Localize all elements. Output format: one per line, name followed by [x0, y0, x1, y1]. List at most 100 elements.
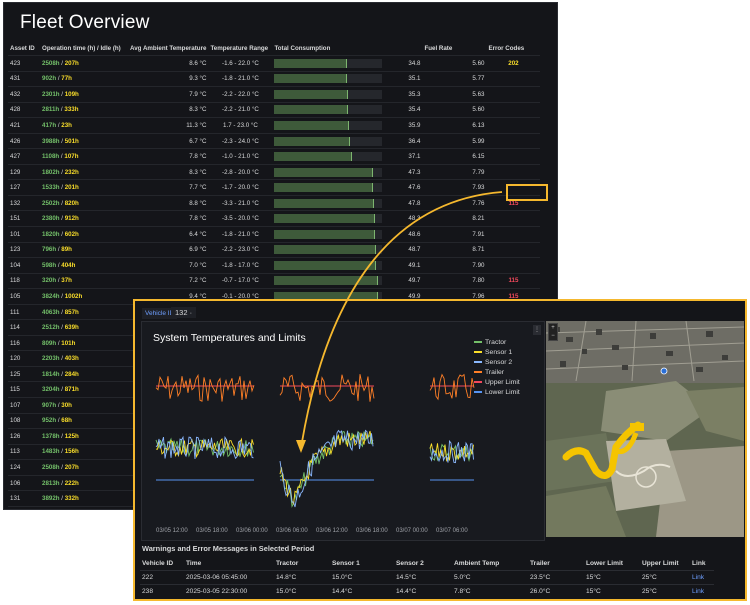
table-row[interactable]: 129 1802h / 232h 8.3 °C -2.8 - 20.0 °C 47.3 7… — [8, 163, 541, 180]
error-code-cell — [486, 257, 541, 274]
separator: / — [59, 355, 65, 363]
table-row[interactable]: 222 2025-03-06 05:45:00 14.8°C 15.0°C 14.5°C… — [140, 570, 714, 585]
ambient-temp-cell: 7.7 °C — [128, 179, 209, 196]
table-cell: 14.4°C — [394, 584, 452, 598]
separator: / — [59, 184, 65, 192]
operation-hours: 952h — [42, 417, 57, 425]
column-header[interactable]: Sensor 1 — [332, 559, 360, 567]
column-header[interactable]: Tractor — [276, 559, 299, 567]
consumption-value-cell: 35.4 — [396, 101, 423, 118]
column-header[interactable]: Asset ID — [10, 44, 35, 52]
detail-link[interactable]: Link — [690, 584, 714, 598]
consumption-bar-fill — [274, 260, 377, 270]
table-row[interactable]: 432 2301h / 109h 7.9 °C -2.2 - 22.0 °C 35.3 5… — [8, 86, 541, 103]
column-header[interactable]: Vehicle ID — [142, 559, 174, 567]
column-header[interactable]: Error Codes — [488, 44, 525, 52]
table-row[interactable]: 104 598h / 404h 7.0 °C -1.8 - 17.0 °C 49.1 7.… — [8, 257, 541, 274]
consumption-bar — [274, 167, 383, 177]
column-header[interactable]: Sensor 2 — [396, 559, 424, 567]
table-cell: 23.5°C — [528, 570, 584, 585]
column-header[interactable]: Lower Limit — [586, 559, 623, 567]
column-header[interactable]: Ambient Temp — [454, 559, 500, 567]
fuel-rate-cell: 5.63 — [422, 86, 487, 103]
operation-hours: 809h — [42, 339, 57, 347]
separator: / — [59, 137, 65, 145]
consumption-bar-cell — [272, 241, 397, 258]
column-header[interactable]: Time — [186, 559, 202, 567]
table-row[interactable]: 421 417h / 23h 11.3 °C 1.7 - 23.0 °C 35.9 6.1… — [8, 117, 541, 134]
asset-id-cell: 423 — [8, 55, 40, 72]
column-header[interactable]: Link — [692, 559, 706, 567]
consumption-value-cell: 35.9 — [396, 117, 423, 134]
consumption-bar-fill — [274, 198, 374, 208]
error-code-cell: 115 — [486, 272, 541, 289]
operation-hours: 2380h — [42, 215, 60, 223]
operation-time-cell: 809h / 101h — [40, 334, 128, 351]
column-header[interactable]: Fuel Rate — [424, 44, 453, 52]
table-row[interactable]: 118 320h / 37h 7.2 °C -0.7 - 17.0 °C 49.7 7.8… — [8, 272, 541, 289]
column-header[interactable]: Total Consumption — [274, 44, 331, 52]
consumption-bar-fill — [274, 229, 376, 239]
idle-hours: 404h — [61, 261, 76, 269]
separator: / — [59, 308, 65, 316]
consumption-bar — [274, 214, 383, 224]
table-row[interactable]: 151 2380h / 912h 7.8 °C -3.5 - 20.0 °C 48.3 8… — [8, 210, 541, 227]
consumption-bar-fill — [274, 276, 378, 286]
consumption-bar-cell — [272, 132, 397, 149]
x-tick-label: 03/06 00:00 — [236, 528, 268, 534]
legend-label: Lower Limit — [485, 389, 520, 396]
map-zoom-control[interactable]: + − — [548, 323, 558, 341]
idle-hours: 156h — [64, 448, 79, 456]
table-row[interactable]: 426 3988h / 501h 6.7 °C -2.3 - 24.0 °C 36.4 5… — [8, 132, 541, 149]
consumption-bar-fill — [274, 89, 348, 99]
operation-hours: 1108h — [42, 153, 60, 161]
temp-range-cell: 1.7 - 23.0 °C — [208, 117, 273, 134]
fuel-rate-cell: 7.76 — [422, 194, 487, 211]
detail-link[interactable]: Link — [690, 570, 714, 585]
separator: / — [59, 90, 65, 98]
operation-time-cell: 2203h / 403h — [40, 350, 128, 367]
ellipsis-icon[interactable]: ⋮ — [533, 325, 541, 335]
vehicle-map[interactable]: + − — [546, 321, 744, 537]
table-row[interactable]: 427 1108h / 107h 7.8 °C -1.0 - 21.0 °C 37.1 6… — [8, 148, 541, 165]
error-code-cell: 202 — [486, 55, 541, 72]
error-code-cell — [486, 210, 541, 227]
table-row[interactable]: 238 2025-03-05 22:30:00 15.0°C 14.4°C 14.4°C… — [140, 584, 714, 598]
table-row[interactable]: 123 796h / 89h 6.9 °C -2.2 - 23.0 °C 48.7 8.7… — [8, 241, 541, 258]
ambient-temp-cell: 9.3 °C — [128, 70, 209, 87]
asset-id-cell: 129 — [8, 163, 40, 180]
asset-id-cell: 101 — [8, 226, 40, 243]
column-header[interactable]: Temperature Range — [210, 44, 269, 52]
fuel-rate-cell: 7.80 — [422, 272, 487, 289]
vehicle-id-select[interactable]: 132 · — [171, 307, 197, 318]
asset-id-cell: 105 — [8, 288, 40, 305]
table-row[interactable]: 127 1533h / 201h 7.7 °C -1.7 - 20.0 °C 47.6 7… — [8, 179, 541, 196]
consumption-bar — [274, 58, 383, 68]
legend-item[interactable]: Upper Limit — [474, 378, 520, 388]
error-code-cell — [486, 163, 541, 180]
legend-item[interactable]: Trailer — [474, 368, 520, 378]
operation-time-cell: 1820h / 602h — [40, 226, 128, 243]
consumption-value-cell: 47.3 — [396, 163, 423, 180]
table-row[interactable]: 423 2508h / 207h 8.6 °C -1.6 - 22.0 °C 34.8 5… — [8, 55, 541, 72]
highlight-box — [506, 184, 548, 201]
operation-time-cell: 2508h / 207h — [40, 55, 128, 72]
table-row[interactable]: 428 2811h / 333h 8.3 °C -2.2 - 21.0 °C 35.4 5… — [8, 101, 541, 118]
column-header[interactable]: Trailer — [530, 559, 550, 567]
operation-hours: 902h — [42, 75, 57, 83]
table-row[interactable]: 431 902h / 77h 9.3 °C -1.8 - 21.0 °C 35.1 5.7… — [8, 70, 541, 87]
table-row[interactable]: 132 2502h / 820h 8.8 °C -3.3 - 21.0 °C 47.8 7… — [8, 194, 541, 211]
asset-id-cell: 120 — [8, 350, 40, 367]
operation-hours: 3988h — [42, 137, 60, 145]
column-header[interactable]: Upper Limit — [642, 559, 679, 567]
legend-item[interactable]: Sensor 1 — [474, 348, 520, 358]
legend-item[interactable]: Lower Limit — [474, 388, 520, 398]
column-header[interactable]: Operation time (h) / Idle (h) — [42, 44, 121, 52]
legend-item[interactable]: Sensor 2 — [474, 358, 520, 368]
column-header[interactable]: Avg Ambient Temperature — [130, 44, 207, 52]
operation-time-cell: 2380h / 912h — [40, 210, 128, 227]
legend-item[interactable]: Tractor — [474, 338, 520, 348]
error-code-cell — [486, 132, 541, 149]
table-row[interactable]: 101 1820h / 602h 6.4 °C -1.8 - 21.0 °C 48.6 7… — [8, 226, 541, 243]
operation-time-cell: 2512h / 639h — [40, 319, 128, 336]
